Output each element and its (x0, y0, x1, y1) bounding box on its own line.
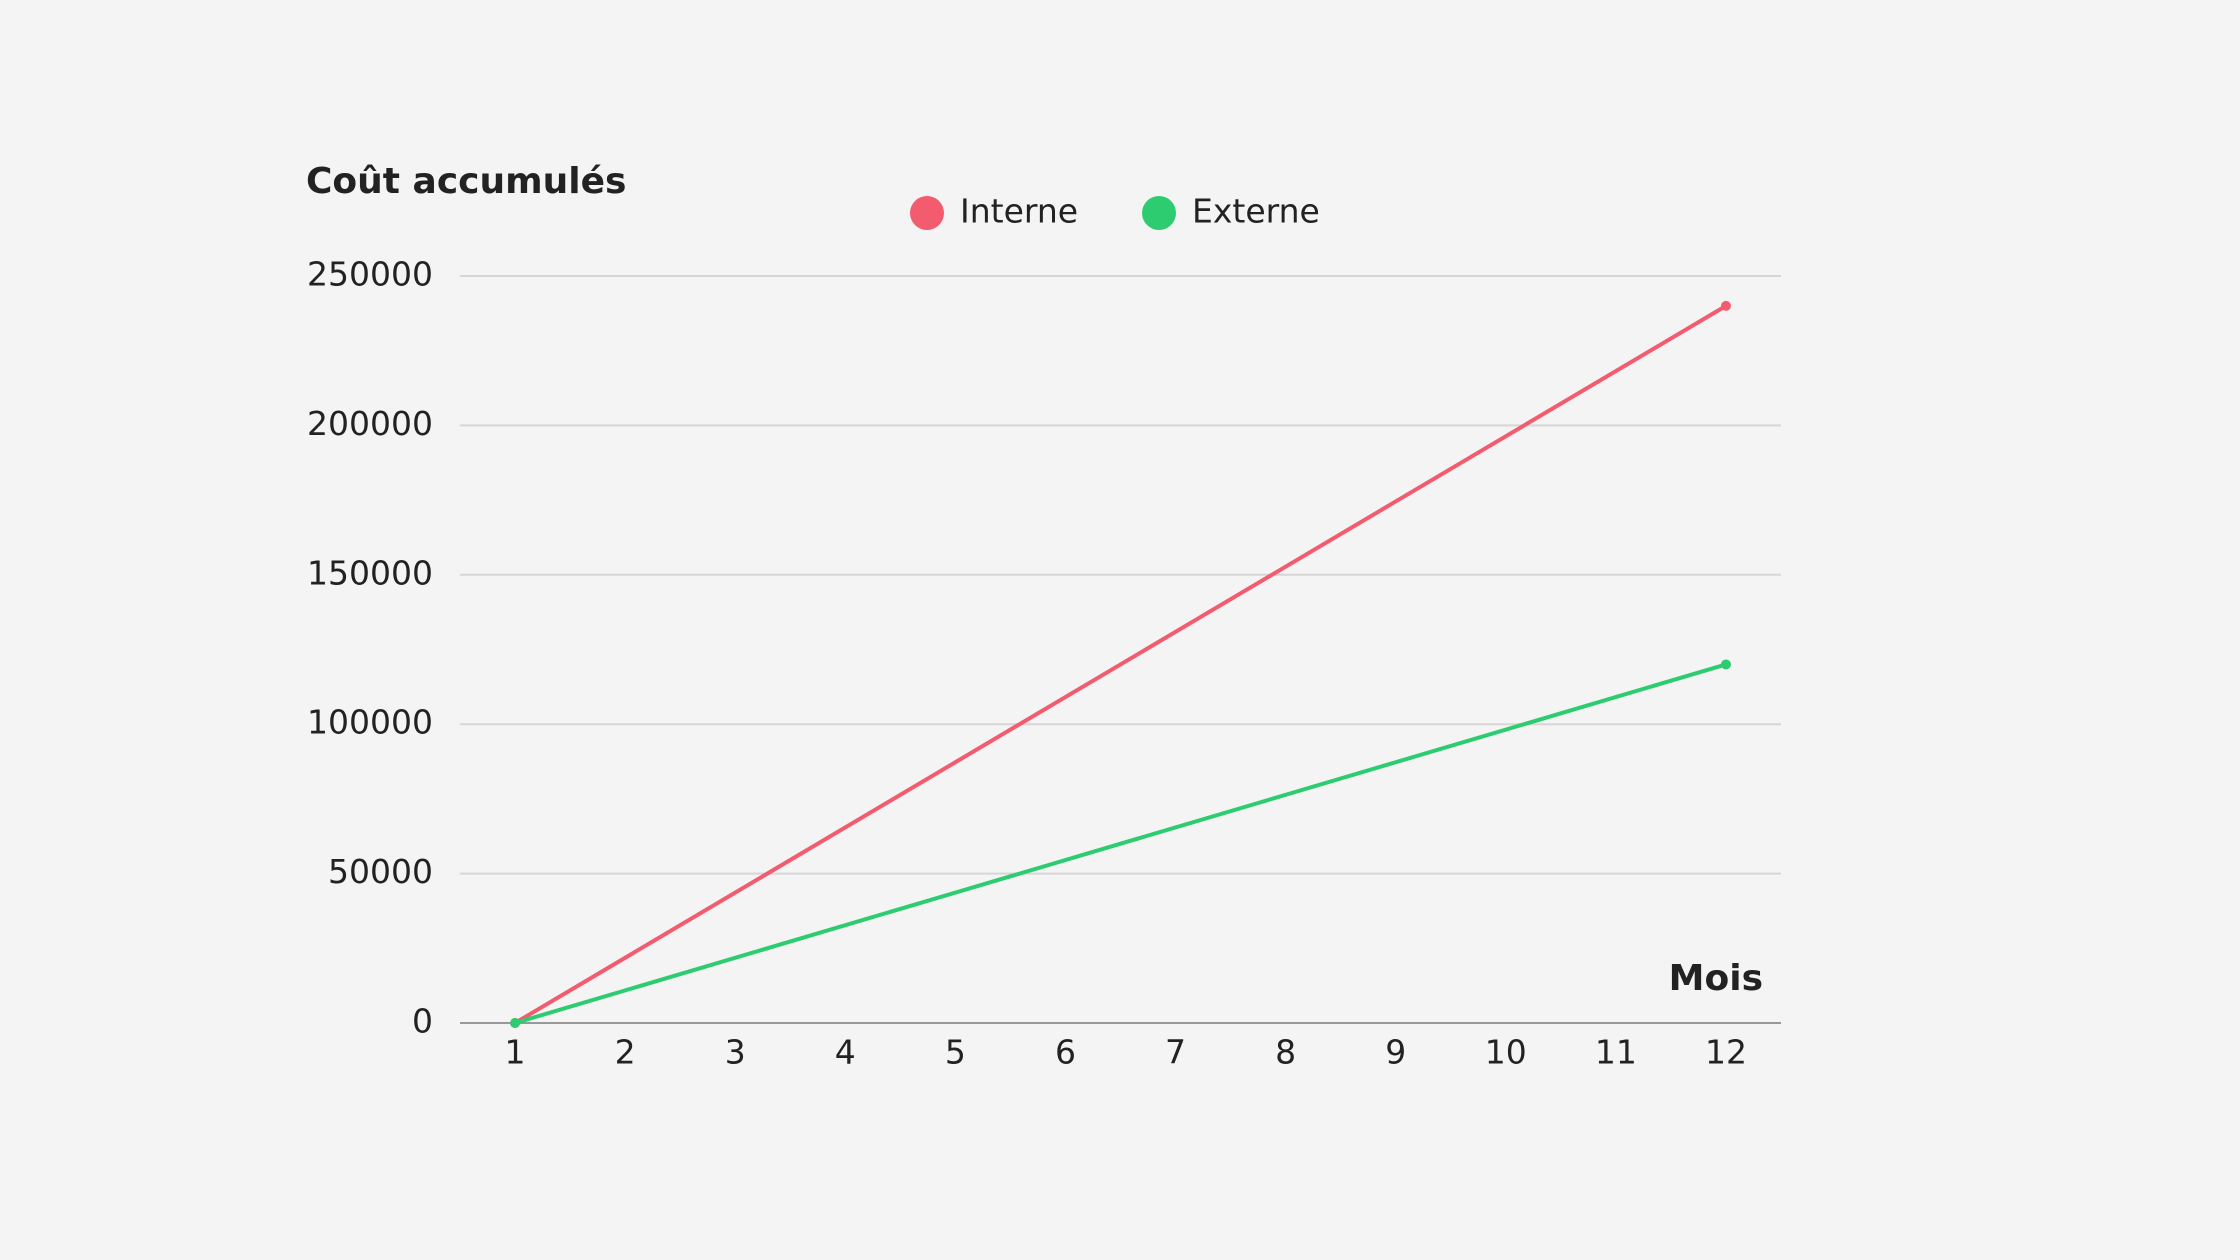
y-tick-label: 100000 (307, 703, 433, 742)
y-axis-title: Coût accumulés (306, 161, 626, 202)
x-axis-title: Mois (1669, 958, 1763, 999)
x-tick-label: 9 (1385, 1033, 1406, 1072)
x-tick-label: 6 (1055, 1033, 1076, 1072)
y-tick-label: 150000 (307, 553, 433, 592)
data-point (1720, 300, 1731, 311)
series-line (514, 304, 1727, 1025)
x-tick-label: 8 (1275, 1033, 1296, 1072)
x-tick-label: 5 (945, 1033, 966, 1072)
x-tick-label: 3 (725, 1033, 746, 1072)
legend-label: Interne (960, 192, 1078, 231)
x-tick-label: 7 (1165, 1033, 1186, 1072)
legend-label: Externe (1192, 192, 1320, 231)
x-tick-label: 10 (1485, 1033, 1527, 1072)
y-tick-label: 0 (412, 1002, 433, 1041)
x-tick-label: 12 (1705, 1033, 1747, 1072)
legend-marker (1142, 196, 1176, 230)
y-tick-label: 200000 (307, 404, 433, 443)
y-tick-label: 250000 (307, 255, 433, 294)
legend-marker (910, 196, 944, 230)
data-point (1720, 659, 1731, 670)
series-line (514, 662, 1727, 1025)
x-tick-label: 11 (1595, 1033, 1637, 1072)
y-tick-label: 50000 (328, 852, 433, 891)
x-tick-label: 4 (835, 1033, 856, 1072)
data-point (510, 1018, 521, 1028)
x-tick-label: 2 (615, 1033, 636, 1072)
x-tick-label: 1 (505, 1033, 526, 1072)
